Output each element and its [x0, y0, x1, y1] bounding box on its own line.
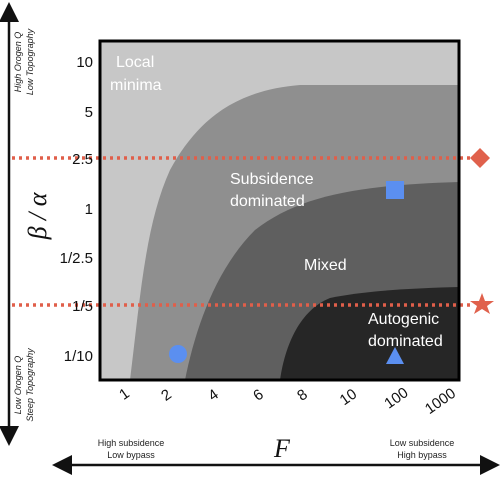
y-tick-1-10: 1/10: [64, 348, 93, 365]
blue-square-marker: [386, 181, 404, 199]
label-subsidence-2: dominated: [230, 193, 305, 210]
x-tick-1: 1: [116, 385, 133, 404]
label-subsidence-1: Subsidence: [230, 171, 314, 188]
x-tick-1000: 1000: [422, 385, 459, 418]
y-tick-labels: 10 5 2.5 1 1/2.5 1/5 1/10: [60, 54, 93, 365]
x-tick-6: 6: [250, 386, 267, 405]
y-axis-title: β / α: [23, 191, 52, 240]
blue-triangle-marker: [386, 347, 404, 364]
label-mixed: Mixed: [304, 257, 347, 274]
x-tick-4: 4: [205, 386, 222, 405]
x-tick-8: 8: [294, 386, 311, 405]
y-tick-2-5: 2.5: [72, 151, 93, 168]
left-note-line-2: Low bypass: [107, 450, 155, 460]
label-autogenic-2: dominated: [368, 333, 443, 350]
y-tick-1: 1: [85, 201, 93, 218]
y-tick-1-5: 1/5: [72, 298, 93, 315]
red-star-marker: [470, 293, 494, 314]
top-note: High Orogen Q Low Topography: [13, 28, 35, 95]
left-note-line-1: High subsidence: [98, 438, 165, 448]
red-diamond-marker: [470, 148, 490, 168]
plot-frame: [98, 39, 461, 382]
label-local-minima-1: Local: [116, 54, 154, 71]
y-tick-1-2-5: 1/2.5: [60, 250, 93, 267]
bottom-note: Low Orogen Q Steep Topography: [13, 348, 35, 422]
y-tick-5: 5: [85, 104, 93, 121]
label-local-minima-2: minima: [110, 77, 162, 94]
blue-circle-marker: [169, 345, 187, 363]
bottom-note-line-1: Low Orogen Q: [13, 356, 23, 415]
right-note-line-1: Low subsidence: [390, 438, 455, 448]
top-note-line-1: High Orogen Q: [13, 32, 23, 93]
right-note-line-2: High bypass: [397, 450, 447, 460]
label-autogenic-1: Autogenic: [368, 311, 439, 328]
top-note-line-2: Low Topography: [25, 28, 35, 95]
x-tick-2: 2: [158, 386, 175, 405]
x-tick-labels: 1 2 4 6 8 10 100 1000: [116, 384, 459, 418]
bottom-note-line-2: Steep Topography: [25, 348, 35, 422]
region-autogenic-dominated: [280, 287, 459, 380]
x-tick-10: 10: [337, 386, 360, 409]
x-tick-100: 100: [381, 384, 411, 412]
y-tick-10: 10: [76, 54, 93, 71]
x-axis-title: F: [273, 434, 291, 463]
